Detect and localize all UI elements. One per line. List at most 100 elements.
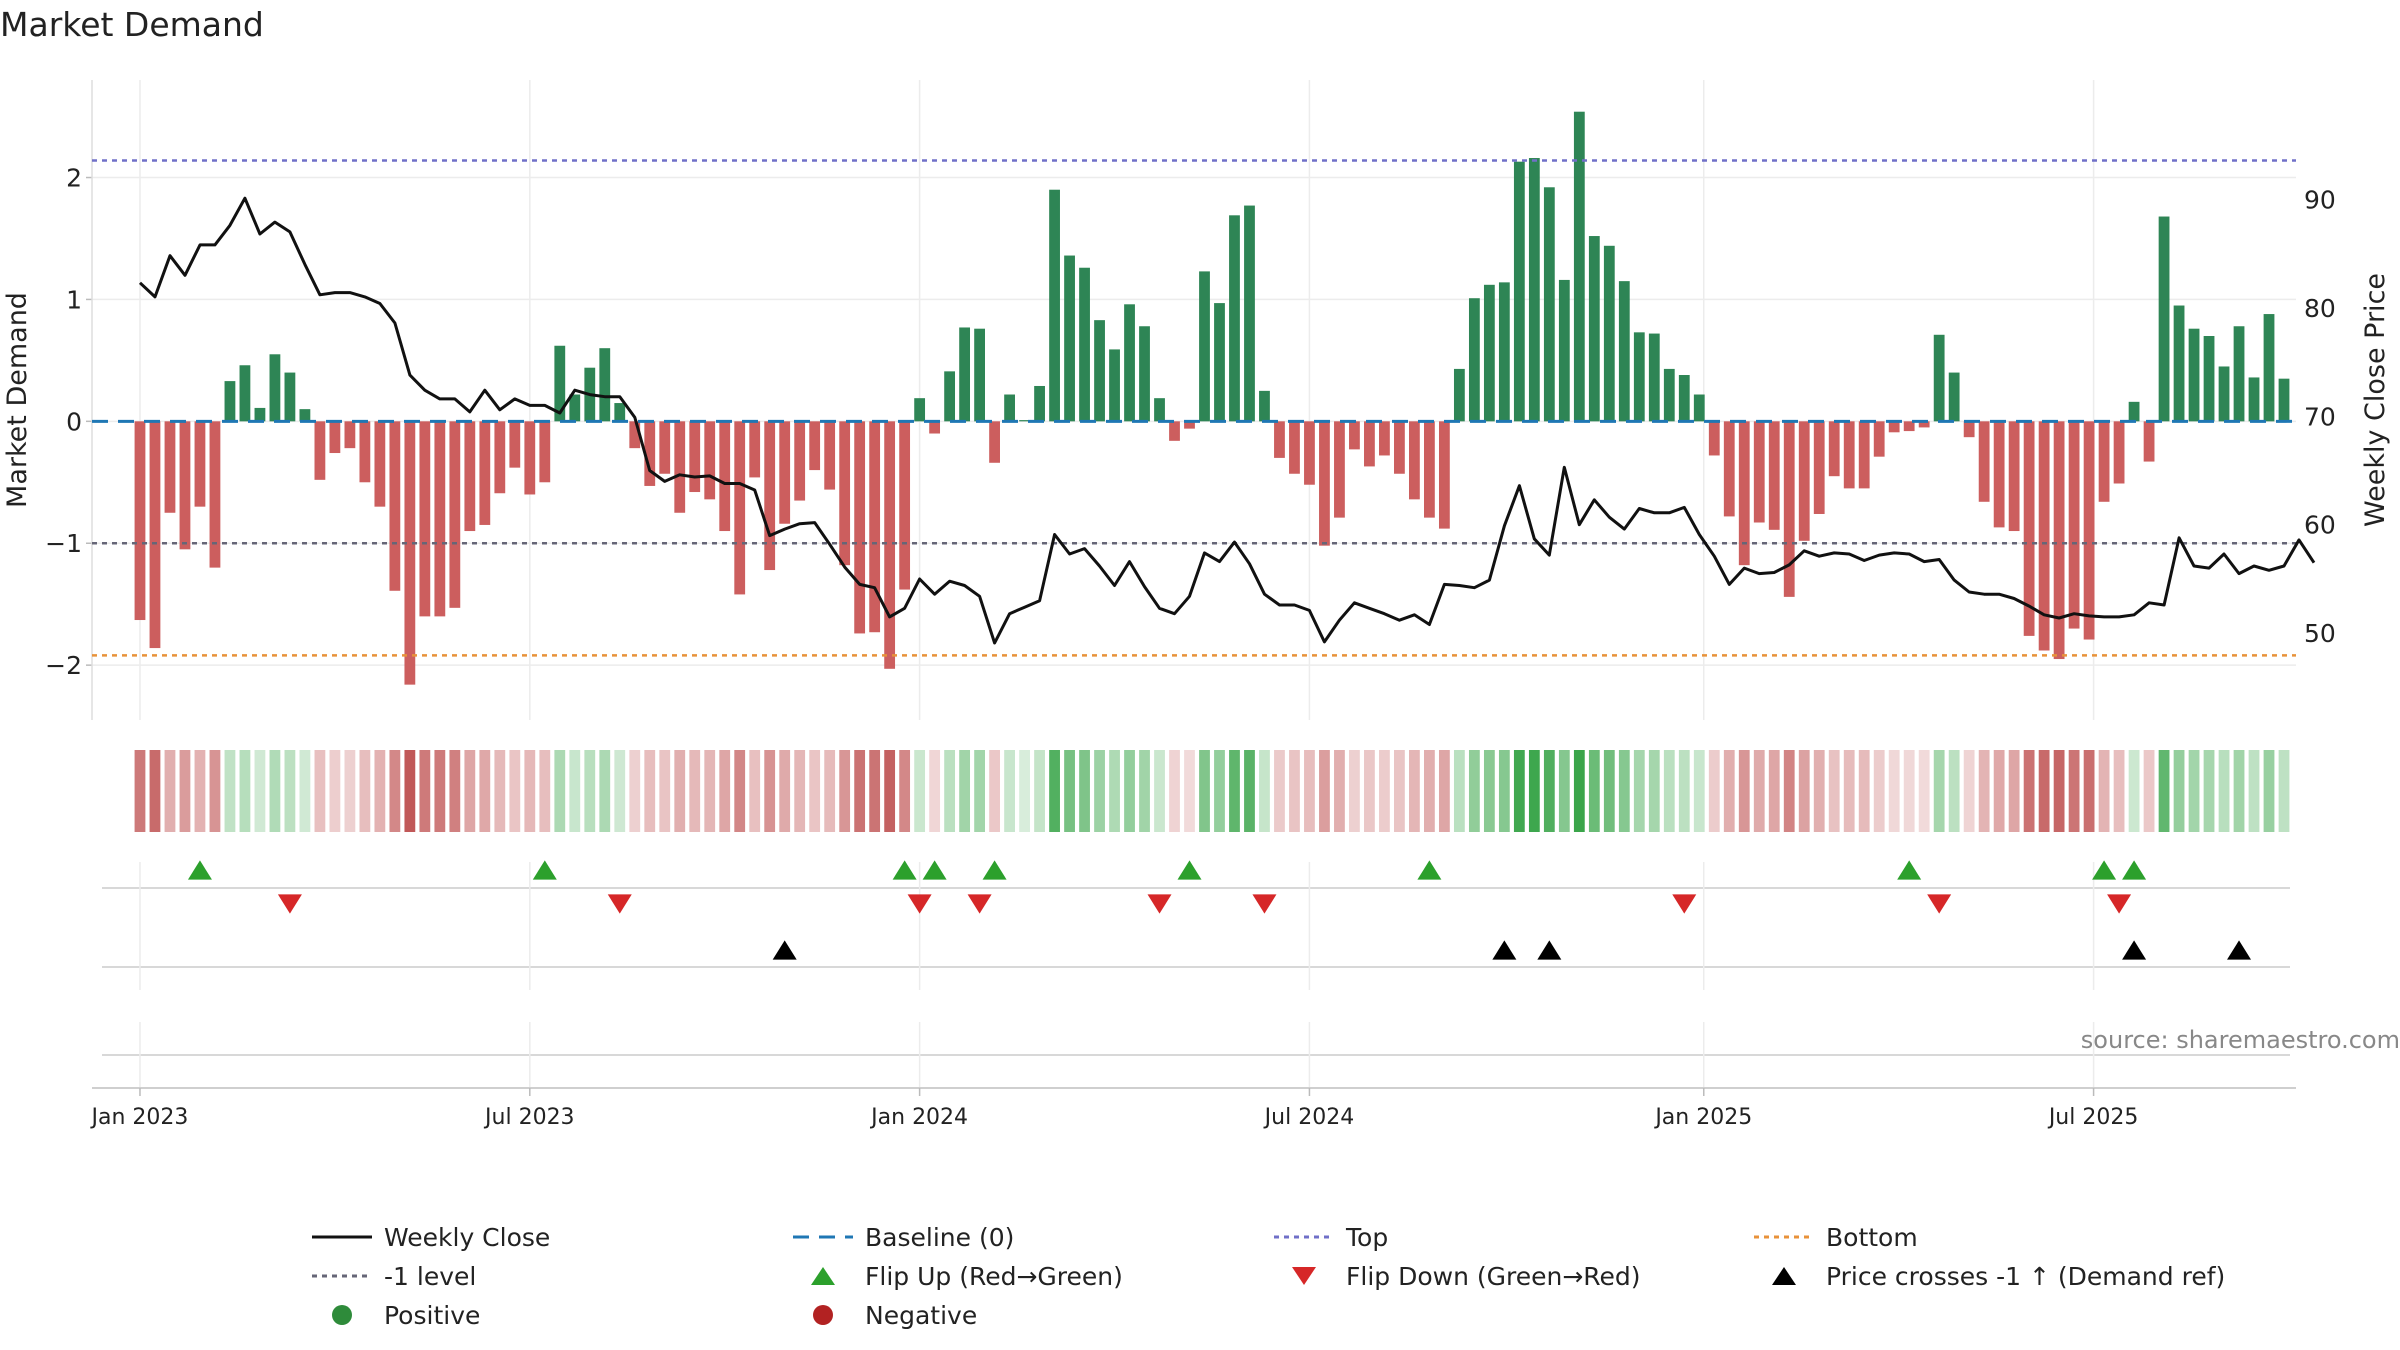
heat-cell <box>2173 750 2185 832</box>
heat-cell <box>1888 750 1900 832</box>
y-tick-label-right: 90 <box>2304 185 2336 214</box>
demand-bar-positive <box>2173 305 2185 422</box>
demand-bar-negative <box>1903 421 1915 432</box>
demand-bar-negative <box>1394 421 1405 474</box>
heat-cell <box>1648 750 1660 832</box>
heat-cell <box>1498 750 1510 832</box>
demand-bar-positive <box>1468 298 1480 422</box>
demand-bar-negative <box>1963 421 1975 438</box>
flip-up-marker <box>2122 860 2147 880</box>
heat-cell <box>749 750 761 832</box>
demand-bars <box>134 111 2290 685</box>
heat-cell <box>764 750 776 832</box>
heat-cell <box>1334 750 1345 832</box>
heat-cell <box>209 750 221 832</box>
heat-cell <box>2218 750 2230 832</box>
demand-bar-negative <box>194 421 206 507</box>
heat-cell <box>2113 750 2125 832</box>
demand-bar-negative <box>1993 421 2005 528</box>
flip-down-marker <box>1252 894 1277 914</box>
demand-bar-negative <box>1753 421 1765 523</box>
heat-cell <box>1543 750 1555 832</box>
demand-bar-positive <box>239 365 251 422</box>
heat-cell <box>2143 750 2155 832</box>
heat-cell <box>1319 750 1330 832</box>
heat-cell <box>1903 750 1915 832</box>
legend-label: Flip Up (Red→Green) <box>865 1262 1123 1291</box>
demand-bar-negative <box>1424 421 1435 518</box>
heat-cell <box>1244 750 1255 832</box>
demand-bar-negative <box>2023 421 2035 636</box>
demand-bar-negative <box>2143 421 2155 462</box>
heat-cell <box>1019 750 1030 832</box>
demand-bar-positive <box>2263 314 2275 422</box>
heat-cell <box>644 750 656 832</box>
demand-bar-negative <box>1289 421 1300 474</box>
legend-label: Baseline (0) <box>865 1223 1014 1252</box>
demand-bar-negative <box>629 421 641 449</box>
heat-cell <box>1364 750 1375 832</box>
heat-cell <box>269 750 281 832</box>
demand-bar-positive <box>1199 271 1210 422</box>
demand-bar-positive <box>614 403 626 422</box>
heat-cell <box>329 750 341 832</box>
demand-bar-negative <box>419 421 431 617</box>
heat-cell <box>1169 750 1180 832</box>
heat-cell <box>2053 750 2065 832</box>
demand-bar-negative <box>989 421 1000 463</box>
flip-down-marker <box>907 894 932 914</box>
heat-cell <box>1558 750 1570 832</box>
heat-cell <box>2203 750 2215 832</box>
heat-cell <box>1993 750 2005 832</box>
demand-bar-negative <box>1768 421 1780 530</box>
legend-item: Flip Down (Green→Red) <box>1292 1262 1641 1291</box>
heat-cell <box>1753 750 1765 832</box>
heat-cell <box>1933 750 1945 832</box>
heat-cell <box>284 750 296 832</box>
demand-bar-negative <box>719 421 731 532</box>
heat-cell <box>1828 750 1840 832</box>
heat-cell <box>674 750 686 832</box>
demand-bar-negative <box>929 421 941 434</box>
demand-bar-negative <box>1169 421 1180 441</box>
demand-bar-positive <box>1034 385 1045 422</box>
heat-cell <box>854 750 866 832</box>
heat-cell <box>449 750 461 832</box>
demand-bar-negative <box>779 421 791 524</box>
demand-bar-positive <box>1079 267 1090 422</box>
demand-bar-positive <box>569 394 581 422</box>
heat-cell <box>899 750 911 832</box>
demand-bar-positive <box>1513 161 1525 422</box>
demand-bar-negative <box>329 421 341 454</box>
heat-cell <box>884 750 896 832</box>
heat-cell <box>194 750 206 832</box>
heat-cell <box>1214 750 1225 832</box>
heat-cell <box>434 750 446 832</box>
heat-cell <box>1064 750 1075 832</box>
heat-cell <box>584 750 596 832</box>
demand-bar-negative <box>1843 421 1855 489</box>
demand-bar-negative <box>839 421 851 566</box>
demand-bar-negative <box>524 421 536 495</box>
heat-cell <box>2023 750 2035 832</box>
demand-bar-positive <box>944 371 956 422</box>
heat-cell <box>974 750 985 832</box>
heat-cell <box>1379 750 1390 832</box>
heat-cell <box>1978 750 1990 832</box>
weekly-close-line <box>138 196 2316 645</box>
flip-up-marker <box>1897 860 1922 880</box>
demand-bar-positive <box>1109 349 1120 422</box>
heat-cell <box>2083 750 2095 832</box>
demand-bar-negative <box>2053 421 2065 660</box>
demand-bar-positive <box>1663 368 1675 422</box>
heat-cell <box>179 750 191 832</box>
heat-cell <box>1453 750 1465 832</box>
heat-cell <box>689 750 701 832</box>
heat-cell <box>704 750 716 832</box>
heat-cell <box>2233 750 2245 832</box>
heat-cell <box>614 750 626 832</box>
heat-cell <box>1528 750 1540 832</box>
flip-down-marker <box>1672 894 1697 914</box>
heat-cell <box>959 750 971 832</box>
